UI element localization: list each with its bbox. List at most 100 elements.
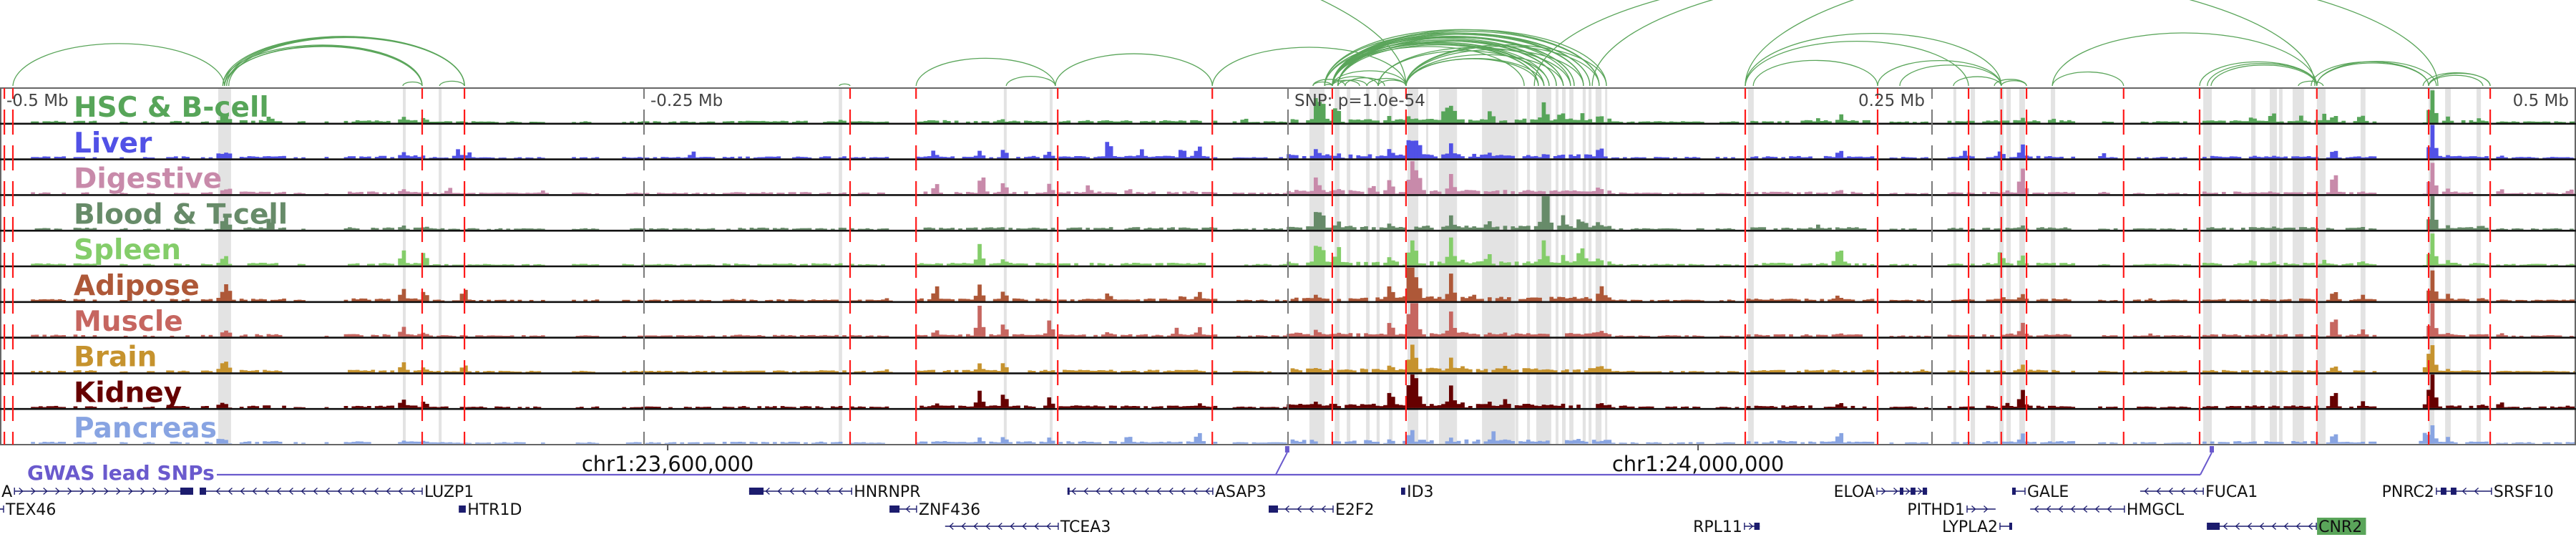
gene: PNRC2: [2382, 483, 2459, 501]
signal-bar: [1541, 240, 1546, 266]
signal-bar: [1445, 107, 1450, 123]
signal-bar: [459, 121, 464, 123]
signal-bar: [2504, 228, 2508, 230]
signal-bar: [2330, 321, 2334, 337]
signal-bar: [981, 369, 986, 373]
signal-bar: [1511, 191, 1516, 195]
signal-bar: [823, 442, 827, 444]
signal-bar: [1097, 228, 1102, 230]
signal-bar: [1418, 440, 1423, 444]
signal-bar: [2029, 369, 2033, 373]
signal-bar: [1855, 227, 1859, 230]
signal-bar: [973, 442, 978, 444]
signal-bar: [2233, 441, 2238, 444]
signal-bar: [1078, 156, 1083, 159]
signal-bar: [2102, 371, 2107, 373]
signal-bar: [2171, 193, 2176, 195]
signal-bar: [2496, 404, 2501, 408]
signal-bar: [2372, 264, 2377, 266]
signal-bar: [2504, 263, 2508, 266]
signal-bar: [2059, 299, 2064, 301]
signal-bar: [39, 442, 43, 444]
signal-bar: [1005, 122, 1009, 123]
signal-bar: [1572, 296, 1577, 301]
signal-bar: [1348, 226, 1353, 230]
signal-bar: [1140, 334, 1144, 337]
signal-bar: [1082, 192, 1086, 195]
signal-bar: [1522, 441, 1527, 444]
signal-bar: [1213, 334, 1218, 337]
signal-bar: [2512, 193, 2516, 195]
chromatin-loop-arc: [1405, 58, 1545, 87]
signal-bar: [205, 228, 209, 230]
strand-arrow-right-icon: [1906, 488, 1911, 495]
signal-bar: [502, 264, 507, 266]
signal-bar: [1503, 226, 1508, 230]
signal-bar: [1549, 296, 1554, 301]
signal-bar: [1333, 225, 1337, 230]
gene: A: [1, 483, 193, 501]
signal-bar: [2071, 263, 2076, 266]
signal-bar: [185, 299, 190, 301]
chromatin-loop-arc: [1337, 79, 1367, 87]
signal-bar: [2291, 441, 2296, 444]
signal-bar: [123, 193, 128, 195]
signal-bar: [1182, 406, 1187, 408]
signal-bar: [1275, 122, 1279, 123]
signal-bar: [826, 370, 831, 373]
signal-bar: [1078, 405, 1083, 408]
signal-bar: [1418, 178, 1423, 195]
signal-bar: [77, 442, 82, 444]
signal-bar: [1607, 190, 1612, 195]
signal-bar: [997, 371, 1001, 373]
signal-bar: [150, 442, 155, 444]
signal-bar: [522, 193, 526, 195]
signal-bar: [2167, 228, 2172, 230]
signal-bar: [1843, 261, 1848, 266]
signal-bar: [1360, 298, 1365, 301]
signal-bar: [1298, 332, 1303, 337]
signal-bar: [1414, 140, 1419, 159]
signal-bar: [1773, 191, 1778, 195]
signal-bar: [1186, 441, 1191, 444]
signal-bar: [2248, 192, 2253, 195]
signal-bar: [1236, 193, 1241, 195]
signal-bar: [270, 118, 275, 123]
signal-bar: [166, 157, 170, 159]
signal-bar: [1800, 120, 1805, 123]
signal-bar: [1908, 228, 1913, 230]
signal-bar: [630, 264, 634, 266]
signal-bar: [942, 157, 947, 159]
signal-bar: [1808, 263, 1813, 266]
signal-bar: [379, 405, 383, 408]
strand-arrow-right-icon: [1984, 505, 1989, 513]
signal-bar: [1850, 370, 1855, 373]
signal-bar: [181, 370, 186, 373]
signal-bar: [1372, 334, 1376, 337]
signal-bar: [1781, 405, 1786, 408]
signal-bar: [2109, 407, 2114, 408]
signal-bar: [1147, 157, 1152, 159]
signal-bar: [769, 156, 774, 159]
signal-bar: [62, 300, 67, 301]
signal-bar: [726, 228, 731, 230]
signal-bar: [216, 298, 221, 301]
signal-bar: [664, 371, 669, 373]
signal-bar: [77, 157, 82, 159]
signal-bar: [2055, 157, 2060, 159]
signal-bar: [390, 193, 395, 195]
signal-bar: [1599, 366, 1604, 373]
signal-bar: [2519, 371, 2524, 373]
signal-bar: [2067, 120, 2072, 123]
signal-bar: [1430, 333, 1434, 337]
signal-bar: [2291, 156, 2296, 159]
signal-bar: [374, 299, 379, 301]
signal-bar: [580, 192, 584, 195]
signal-bar: [942, 405, 947, 408]
signal-bar: [1121, 263, 1125, 266]
signal-bar: [1317, 212, 1322, 230]
chromatin-loop-arc: [12, 43, 225, 87]
signal-bar: [1387, 223, 1392, 230]
signal-bar: [1441, 263, 1445, 266]
signal-bar: [1259, 299, 1264, 301]
